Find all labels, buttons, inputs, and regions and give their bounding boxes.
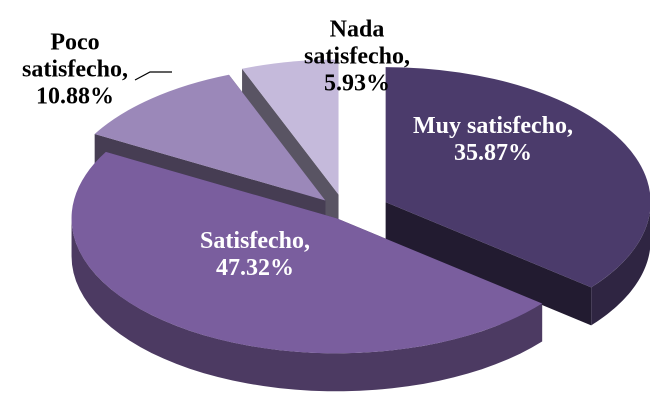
category-label: Nada satisfecho, bbox=[304, 16, 410, 70]
data-label: Poco satisfecho, 10.88% bbox=[0, 30, 150, 111]
slice-side bbox=[71, 218, 543, 392]
value-label: 10.88% bbox=[36, 83, 114, 110]
value-label: 47.32% bbox=[216, 255, 294, 281]
leader-line bbox=[134, 71, 172, 81]
category-label: Poco satisfecho, bbox=[22, 29, 128, 83]
slice bbox=[242, 59, 339, 195]
slice bbox=[94, 74, 326, 201]
value-label: 5.93% bbox=[324, 70, 390, 97]
category-label: Muy satisfecho, bbox=[413, 113, 573, 139]
slice-side bbox=[591, 211, 650, 326]
slice bbox=[385, 67, 650, 288]
category-label: Satisfecho, bbox=[200, 228, 310, 254]
slice-side bbox=[385, 202, 592, 326]
value-label: 35.87% bbox=[454, 140, 532, 166]
data-label: Nada satisfecho, 5.93% bbox=[277, 17, 437, 98]
data-label: Satisfecho, 47.32% bbox=[155, 228, 355, 282]
data-label: Muy satisfecho, 35.87% bbox=[413, 113, 573, 167]
slice bbox=[71, 151, 543, 354]
